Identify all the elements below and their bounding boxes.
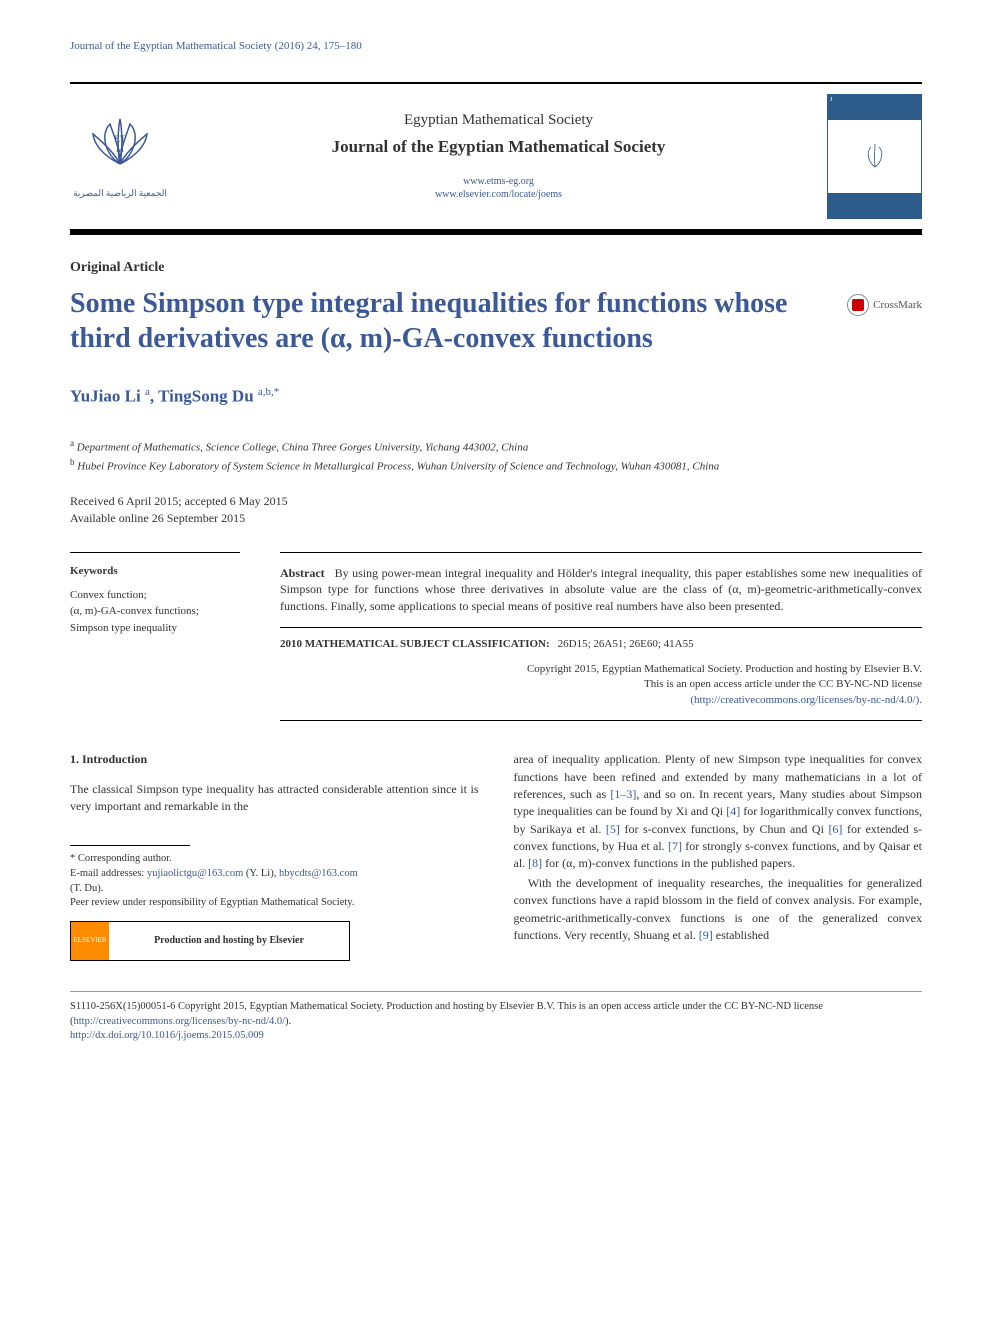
ref-5[interactable]: [5] xyxy=(606,822,620,836)
ref-9[interactable]: [9] xyxy=(699,928,713,942)
keywords-list: Convex function; (α, m)-GA-convex functi… xyxy=(70,587,240,637)
peer-review-note: Peer review under responsibility of Egyp… xyxy=(70,896,479,911)
footer-text-b: ). xyxy=(285,1016,291,1027)
copyright-line-1: Copyright 2015, Egyptian Mathematical So… xyxy=(280,662,922,677)
footnotes: * Corresponding author. E-mail addresses… xyxy=(70,852,479,961)
footer-cc-link[interactable]: http://creativecommons.org/licenses/by-n… xyxy=(74,1016,286,1027)
svg-text:S: S xyxy=(117,154,122,164)
journal-link-2[interactable]: www.elsevier.com/locate/joems xyxy=(190,188,807,201)
msc-codes: 26D15; 26A51; 26E60; 41A55 xyxy=(558,638,694,650)
article-title: Some Simpson type integral inequalities … xyxy=(70,286,817,356)
article-dates: Received 6 April 2015; accepted 6 May 20… xyxy=(70,493,922,527)
author-1-aff: a xyxy=(145,386,150,398)
email-label: E-mail addresses: xyxy=(70,868,147,879)
p1d: for s-convex functions, by Chun and Qi xyxy=(620,822,829,836)
journal-link-1[interactable]: www.etms-eg.org xyxy=(190,175,807,188)
journal-cover-thumbnail: J xyxy=(827,94,922,219)
abstract-column: AbstractBy using power-mean integral ine… xyxy=(280,552,922,722)
email-2[interactable]: hbycdts@163.com xyxy=(279,868,358,879)
running-header: Journal of the Egyptian Mathematical Soc… xyxy=(70,40,922,52)
email-1[interactable]: yujiaolictgu@163.com xyxy=(147,868,243,879)
right-column: area of inequality application. Plenty o… xyxy=(514,751,923,961)
ref-6[interactable]: [6] xyxy=(828,822,842,836)
cc-license-link[interactable]: (http://creativecommons.org/licenses/by-… xyxy=(280,693,922,708)
society-name: Egyptian Mathematical Society xyxy=(190,112,807,129)
page-footer: S1110-256X(15)00051-6 Copyright 2015, Eg… xyxy=(70,991,922,1044)
crossmark-label: CrossMark xyxy=(873,299,922,311)
ref-8[interactable]: [8] xyxy=(528,856,542,870)
authors: YuJiao Li a, TingSong Du a,b,* xyxy=(70,386,922,407)
section-1-heading: 1. Introduction xyxy=(70,751,479,768)
hosting-text: Production and hosting by Elsevier xyxy=(109,930,349,952)
email-2-who: (T. Du). xyxy=(70,882,479,897)
intro-para-left: The classical Simpson type inequality ha… xyxy=(70,781,479,816)
journal-masthead: ET M S الجمعية الرياضية المصرية Egyptian… xyxy=(70,82,922,235)
keywords-column: Keywords Convex function; (α, m)-GA-conv… xyxy=(70,552,240,722)
affiliation-a: Department of Mathematics, Science Colle… xyxy=(77,441,528,453)
p1g: for (α, m)-convex functions in the publi… xyxy=(542,856,795,870)
corresponding-note: * Corresponding author. xyxy=(70,852,479,867)
affiliation-b: Hubei Province Key Laboratory of System … xyxy=(77,460,719,472)
abstract-text: By using power-mean integral inequality … xyxy=(280,566,922,614)
article-type: Original Article xyxy=(70,260,922,276)
copyright-block: Copyright 2015, Egyptian Mathematical So… xyxy=(280,662,922,708)
left-column: 1. Introduction The classical Simpson ty… xyxy=(70,751,479,961)
svg-text:M: M xyxy=(116,144,124,154)
keywords-heading: Keywords xyxy=(70,565,240,577)
lotus-icon: ET M S xyxy=(85,114,155,184)
p2b: established xyxy=(713,928,769,942)
author-1: YuJiao Li xyxy=(70,387,141,406)
crossmark-icon xyxy=(847,294,869,316)
elsevier-logo-icon: ELSEVIER xyxy=(71,922,109,960)
affiliations: a Department of Mathematics, Science Col… xyxy=(70,437,922,475)
author-2: TingSong Du xyxy=(158,387,254,406)
crossmark-badge[interactable]: CrossMark xyxy=(847,294,922,316)
hosting-box: ELSEVIER Production and hosting by Elsev… xyxy=(70,921,350,961)
received-accepted: Received 6 April 2015; accepted 6 May 20… xyxy=(70,493,922,510)
svg-text:ET: ET xyxy=(115,134,126,144)
copyright-line-2: This is an open access article under the… xyxy=(280,677,922,692)
journal-name: Journal of the Egyptian Mathematical Soc… xyxy=(190,137,807,157)
abstract-label: Abstract xyxy=(280,566,325,580)
ref-1-3[interactable]: [1–3] xyxy=(610,787,636,801)
ref-4[interactable]: [4] xyxy=(726,804,740,818)
arabic-subtitle: الجمعية الرياضية المصرية xyxy=(73,188,167,199)
available-online: Available online 26 September 2015 xyxy=(70,510,922,527)
intro-para-right-2: With the development of inequality resea… xyxy=(514,875,923,945)
email-1-who: (Y. Li), xyxy=(243,868,279,879)
ref-7[interactable]: [7] xyxy=(668,839,682,853)
society-logo: ET M S الجمعية الرياضية المصرية xyxy=(70,97,170,217)
author-2-aff: a,b,* xyxy=(258,386,279,398)
msc-label: 2010 MATHEMATICAL SUBJECT CLASSIFICATION… xyxy=(280,638,550,650)
doi-link[interactable]: http://dx.doi.org/10.1016/j.joems.2015.0… xyxy=(70,1029,922,1044)
intro-para-right-1: area of inequality application. Plenty o… xyxy=(514,751,923,873)
